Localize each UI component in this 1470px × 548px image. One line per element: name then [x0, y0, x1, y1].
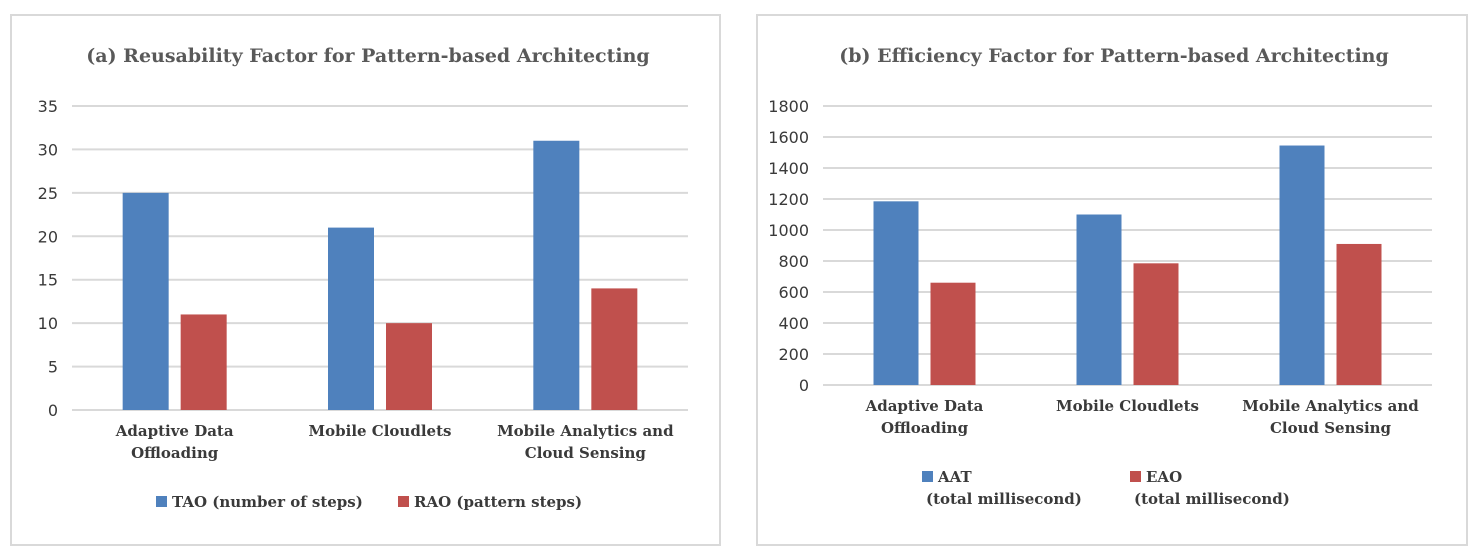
x-tick-label: Adaptive Data [115, 422, 234, 440]
y-tick-label: 15 [38, 271, 58, 290]
x-tick-label: Offloading [881, 419, 969, 437]
chart-title: (b) Efficiency Factor for Pattern-based … [839, 45, 1389, 67]
y-tick-label: 1000 [768, 221, 809, 240]
legend-label: EAO [1146, 468, 1182, 486]
bar-rao [180, 314, 227, 410]
legend-label: RAO (pattern steps) [414, 493, 582, 511]
y-tick-label: 800 [778, 252, 809, 271]
x-tick-label: Mobile Cloudlets [309, 422, 452, 440]
chart-panel-efficiency: 0 200 400 600 800 1000 1200 1400 1600 1800 Adaptiv… [756, 14, 1468, 546]
chart-title: (a) Reusability Factor for Pattern-based… [86, 45, 649, 67]
legend-label: (total millisecond) [926, 490, 1082, 508]
bar-eao [1336, 243, 1382, 385]
efficiency-chart: 0 200 400 600 800 1000 1200 1400 1600 1800 Adaptiv… [768, 45, 1432, 508]
bar-aat [873, 201, 919, 385]
legend-swatch [398, 496, 409, 507]
legend-label: AAT [937, 468, 972, 486]
legend-swatch [156, 496, 167, 507]
bar-rao [591, 288, 638, 410]
y-tick-label: 30 [38, 140, 58, 159]
bar-eao [1133, 263, 1179, 385]
x-tick-label: Cloud Sensing [525, 444, 647, 462]
legend-label: (total millisecond) [1134, 490, 1290, 508]
x-tick-label: Adaptive Data [865, 397, 984, 415]
x-tick-label: Cloud Sensing [1270, 419, 1392, 437]
y-tick-label: 25 [38, 184, 58, 203]
y-tick-label: 400 [778, 314, 809, 333]
y-tick-label: 1400 [768, 159, 809, 178]
y-tick-label: 10 [38, 314, 58, 333]
legend-swatch [922, 471, 933, 482]
x-tick-label: Offloading [131, 444, 219, 462]
bar-tao [533, 140, 580, 410]
y-tick-label: 20 [38, 227, 58, 246]
bar-eao [930, 282, 976, 385]
bar-tao [122, 192, 169, 410]
bar-rao [386, 323, 432, 410]
legend-swatch [1130, 471, 1141, 482]
y-tick-label: 0 [48, 401, 58, 420]
y-tick-label: 200 [778, 345, 809, 364]
bar-aat [1279, 145, 1325, 385]
reusability-chart: 0 5 10 15 20 25 30 35 Adaptive Data Offloading Mob… [38, 45, 688, 511]
y-tick-label: 1600 [768, 128, 809, 147]
bar-aat [1076, 214, 1122, 385]
y-tick-label: 5 [48, 358, 58, 377]
y-tick-label: 0 [799, 376, 809, 395]
y-tick-label: 600 [778, 283, 809, 302]
chart-panel-reusability: 0 5 10 15 20 25 30 35 Adaptive Data Offloading Mob… [10, 14, 721, 546]
y-tick-label: 35 [38, 97, 58, 116]
y-tick-label: 1800 [768, 97, 809, 116]
legend-label: TAO (number of steps) [172, 493, 363, 511]
bar-tao [328, 227, 374, 410]
x-tick-label: Mobile Analytics and [1242, 397, 1419, 415]
y-tick-label: 1200 [768, 190, 809, 209]
x-tick-label: Mobile Cloudlets [1056, 397, 1199, 415]
x-tick-label: Mobile Analytics and [497, 422, 674, 440]
